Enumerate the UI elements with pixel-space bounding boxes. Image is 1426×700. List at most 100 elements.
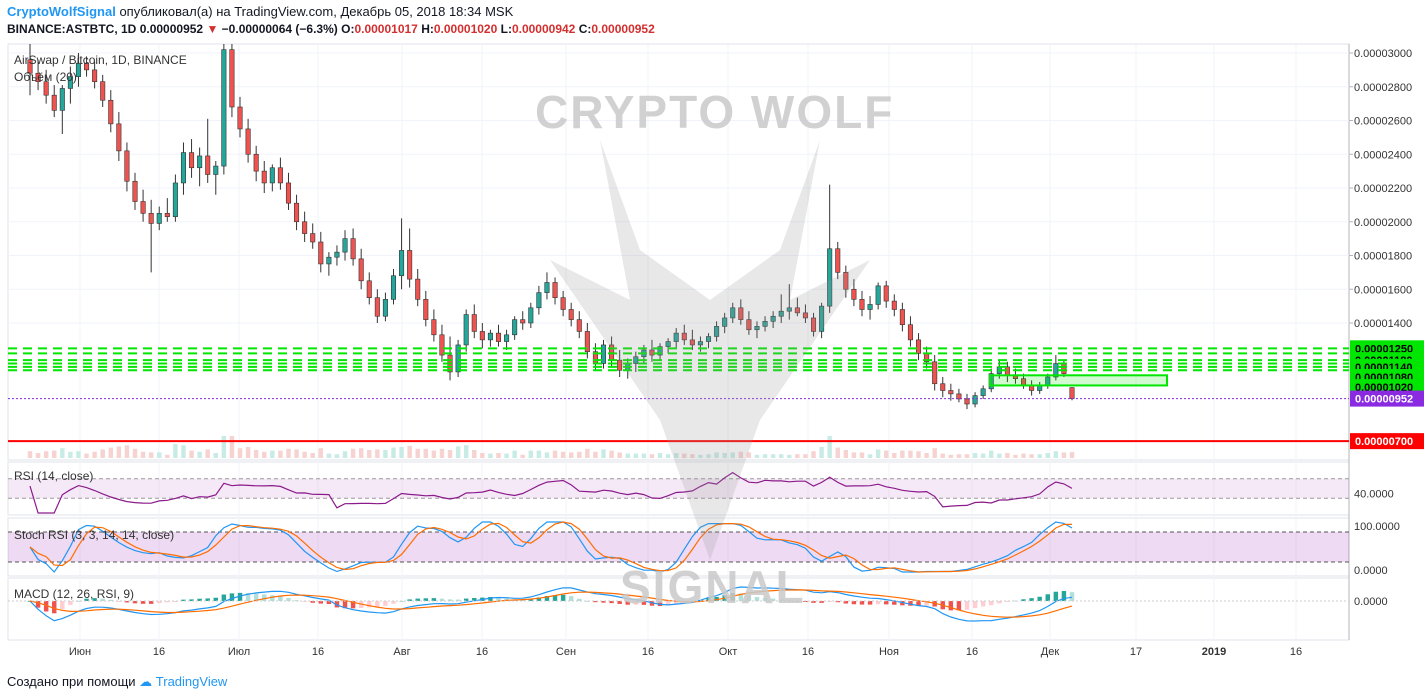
candle-body[interactable] <box>754 326 760 331</box>
candle-body[interactable] <box>277 167 283 184</box>
candle-body[interactable] <box>512 319 518 336</box>
candle-body[interactable] <box>738 307 744 320</box>
candle-body[interactable] <box>891 300 897 310</box>
candle-body[interactable] <box>156 213 162 224</box>
candle-body[interactable] <box>681 332 687 341</box>
candle-body[interactable] <box>51 94 57 111</box>
candle-body[interactable] <box>463 314 469 346</box>
candle-body[interactable] <box>172 182 178 217</box>
candle-body[interactable] <box>366 280 372 298</box>
candle-body[interactable] <box>237 106 243 130</box>
candle-body[interactable] <box>495 332 502 342</box>
candle-body[interactable] <box>285 182 292 204</box>
accumulation-zone[interactable] <box>989 374 1168 387</box>
candle-body[interactable] <box>471 314 477 332</box>
candle-body[interactable] <box>964 398 970 405</box>
candle-body[interactable] <box>374 297 380 317</box>
candle-body[interactable] <box>1069 387 1075 399</box>
candle-body[interactable] <box>59 88 65 111</box>
candle-body[interactable] <box>778 310 784 317</box>
candle-body[interactable] <box>722 317 728 327</box>
candle-body[interactable] <box>302 221 308 234</box>
candle-body[interactable] <box>253 153 259 172</box>
candle-body[interactable] <box>802 312 808 319</box>
candle-body[interactable] <box>883 285 889 302</box>
candle-body[interactable] <box>92 69 98 82</box>
candle-body[interactable] <box>956 393 962 400</box>
candle-body[interactable] <box>528 307 534 324</box>
candle-body[interactable] <box>697 341 703 346</box>
candle-body[interactable] <box>318 241 324 265</box>
candle-body[interactable] <box>714 326 720 337</box>
candle-body[interactable] <box>794 307 800 314</box>
candle-body[interactable] <box>819 305 825 332</box>
candle-body[interactable] <box>415 278 421 300</box>
candle-body[interactable] <box>148 213 154 224</box>
candle-body[interactable] <box>859 299 865 310</box>
candle-body[interactable] <box>786 307 792 312</box>
candle-body[interactable] <box>132 180 138 202</box>
candle-body[interactable] <box>197 155 203 169</box>
candle-body[interactable] <box>479 331 485 341</box>
candle-body[interactable] <box>189 152 195 169</box>
candle-body[interactable] <box>568 309 574 320</box>
candle-body[interactable] <box>487 332 493 341</box>
tradingview-link[interactable]: TradingView <box>155 674 228 689</box>
candle-body[interactable] <box>382 299 388 317</box>
candle-body[interactable] <box>552 282 558 298</box>
candle-body[interactable] <box>730 307 736 319</box>
candle-body[interactable] <box>940 383 946 391</box>
candle-body[interactable] <box>84 62 90 71</box>
candle-body[interactable] <box>100 81 106 101</box>
candle-body[interactable] <box>544 282 550 293</box>
candle-body[interactable] <box>770 315 776 322</box>
candle-body[interactable] <box>584 331 590 352</box>
candle-body[interactable] <box>980 388 986 396</box>
candle-body[interactable] <box>350 238 356 260</box>
candle-body[interactable] <box>875 285 881 305</box>
candle-body[interactable] <box>705 336 712 342</box>
candle-body[interactable] <box>843 272 849 290</box>
candle-body[interactable] <box>269 167 275 184</box>
candle-body[interactable] <box>560 297 566 310</box>
candle-body[interactable] <box>762 321 768 327</box>
candle-body[interactable] <box>245 128 251 155</box>
candle-body[interactable] <box>67 76 73 89</box>
candle-body[interactable] <box>205 155 211 175</box>
candle-body[interactable] <box>423 299 429 320</box>
candle-body[interactable] <box>261 170 267 184</box>
candle-body[interactable] <box>407 250 413 280</box>
candle-body[interactable] <box>455 344 461 373</box>
candle-body[interactable] <box>116 123 122 152</box>
candle-body[interactable] <box>75 62 81 77</box>
candle-body[interactable] <box>867 304 873 310</box>
candle-body[interactable] <box>907 324 913 341</box>
candle-body[interactable] <box>657 346 663 356</box>
candle-body[interactable] <box>673 332 679 342</box>
candle-body[interactable] <box>310 233 316 243</box>
candle-body[interactable] <box>108 99 114 125</box>
candle-body[interactable] <box>576 319 582 332</box>
candle-body[interactable] <box>520 319 526 324</box>
candle-body[interactable] <box>124 150 130 182</box>
candle-body[interactable] <box>932 361 938 385</box>
candle-body[interactable] <box>326 256 332 265</box>
candle-body[interactable] <box>294 202 300 223</box>
candle-body[interactable] <box>358 258 364 282</box>
candle-body[interactable] <box>399 250 405 277</box>
candle-body[interactable] <box>536 292 542 309</box>
candle-body[interactable] <box>835 248 841 273</box>
candle-body[interactable] <box>27 59 33 74</box>
candle-body[interactable] <box>617 359 623 371</box>
candle-body[interactable] <box>35 72 41 82</box>
candle-body[interactable] <box>431 319 437 336</box>
candle-body[interactable] <box>390 275 397 300</box>
candle-body[interactable] <box>229 49 235 108</box>
candle-body[interactable] <box>899 309 905 325</box>
candle-body[interactable] <box>164 213 170 217</box>
candle-body[interactable] <box>972 395 978 405</box>
candle-body[interactable] <box>43 81 49 96</box>
author-link[interactable]: CryptoWolfSignal <box>7 4 116 19</box>
tradingview-logo-icon[interactable]: ☁ <box>139 674 153 689</box>
